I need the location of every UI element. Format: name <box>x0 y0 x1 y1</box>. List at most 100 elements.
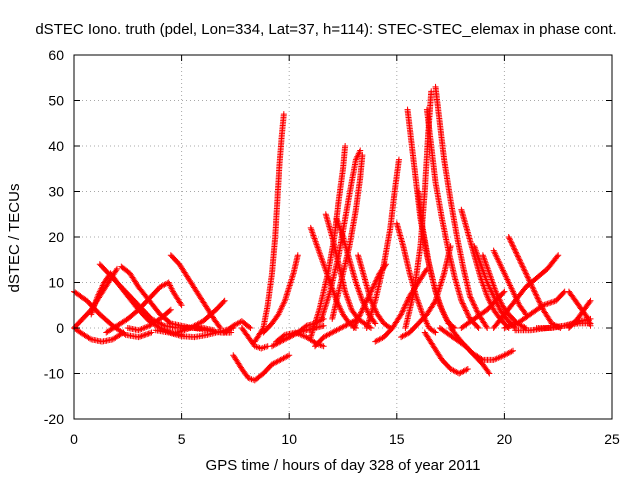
series-markers <box>515 312 532 326</box>
y-tick-label: 60 <box>48 47 64 63</box>
series-markers <box>480 253 492 275</box>
data-point <box>587 297 594 304</box>
series-16 <box>251 111 287 345</box>
series-markers <box>276 299 288 316</box>
series-markers <box>261 321 274 335</box>
series-markers <box>322 330 334 340</box>
data-point <box>531 288 538 295</box>
series-markers <box>554 289 567 303</box>
series-markers <box>431 344 445 362</box>
series-markers <box>260 303 271 330</box>
series-8 <box>124 306 174 334</box>
series-32 <box>393 220 439 336</box>
data-point <box>486 370 493 377</box>
series-markers <box>111 330 126 342</box>
series-markers <box>502 298 518 317</box>
series-markers <box>286 271 296 289</box>
x-tick-labels: 0 5 10 15 20 25 <box>70 431 620 447</box>
series-markers <box>246 375 257 383</box>
series-markers <box>372 262 387 303</box>
series-markers <box>424 299 438 316</box>
data-point <box>464 365 471 372</box>
series-18 <box>260 252 301 336</box>
series-markers <box>287 330 300 340</box>
series-markers <box>222 323 235 335</box>
series-markers <box>316 272 331 312</box>
series-markers <box>566 289 578 303</box>
y-tick-label: -20 <box>44 411 64 427</box>
data-point <box>458 297 465 304</box>
series-markers <box>201 307 218 324</box>
series-37 <box>423 106 482 331</box>
series-markers <box>104 323 119 335</box>
y-tick-label: 50 <box>48 93 64 109</box>
data-point <box>320 343 327 350</box>
series-markers <box>147 316 162 328</box>
series-markers <box>439 308 451 325</box>
series-markers <box>387 190 398 230</box>
series-markers <box>457 366 470 376</box>
data-point <box>372 320 379 327</box>
series-markers <box>231 353 244 371</box>
series-markers <box>458 208 471 234</box>
series-markers <box>513 285 528 303</box>
data-point <box>114 265 121 272</box>
data-point <box>174 329 181 336</box>
series-markers <box>470 350 485 362</box>
data-point <box>148 329 155 336</box>
series-markers <box>427 325 438 335</box>
data-point <box>432 329 439 336</box>
series-markers <box>147 285 162 301</box>
series-markers <box>334 217 346 239</box>
data-point <box>178 302 185 309</box>
series-markers <box>246 335 257 348</box>
series-markers <box>308 226 320 248</box>
series-markers <box>342 290 355 312</box>
series-markers <box>484 281 496 298</box>
series-markers <box>95 281 107 298</box>
series-markers <box>340 312 352 326</box>
series-markers <box>524 276 539 289</box>
series-markers <box>421 135 431 193</box>
series-markers <box>364 299 378 330</box>
series-markers <box>534 266 550 280</box>
series-markers <box>115 316 130 328</box>
series-markers <box>459 299 473 321</box>
series-markers <box>502 321 519 331</box>
series-markers <box>416 267 430 285</box>
series-markers <box>485 298 498 312</box>
series-markers <box>492 352 506 363</box>
series-markers <box>276 135 285 166</box>
series-markers <box>274 332 287 344</box>
y-tick-label: 10 <box>48 275 64 291</box>
series-markers <box>137 330 153 340</box>
series-markers <box>253 343 263 351</box>
data-point <box>501 288 508 295</box>
series-markers <box>137 323 151 333</box>
series-markers <box>486 271 499 294</box>
series-markers <box>480 362 492 376</box>
series-markers <box>72 317 85 330</box>
series-markers <box>459 339 474 355</box>
series-47 <box>458 288 508 331</box>
series-markers <box>502 348 515 358</box>
series-markers <box>355 253 368 280</box>
series-markers <box>340 144 348 171</box>
series-markers <box>351 308 365 330</box>
series-markers <box>290 253 301 275</box>
data-point <box>357 147 364 154</box>
series-markers <box>573 299 584 312</box>
series-markers <box>269 235 279 275</box>
series-21 <box>312 315 362 350</box>
series-markers <box>346 208 359 248</box>
data-point <box>484 325 491 331</box>
series-39 <box>421 329 471 377</box>
series-markers <box>357 153 366 180</box>
data-point <box>510 347 517 354</box>
data-point <box>294 252 301 259</box>
data-point <box>167 306 174 313</box>
series-markers <box>409 144 419 184</box>
series-markers <box>335 167 346 202</box>
series-markers <box>97 262 115 280</box>
series-markers <box>136 296 152 312</box>
